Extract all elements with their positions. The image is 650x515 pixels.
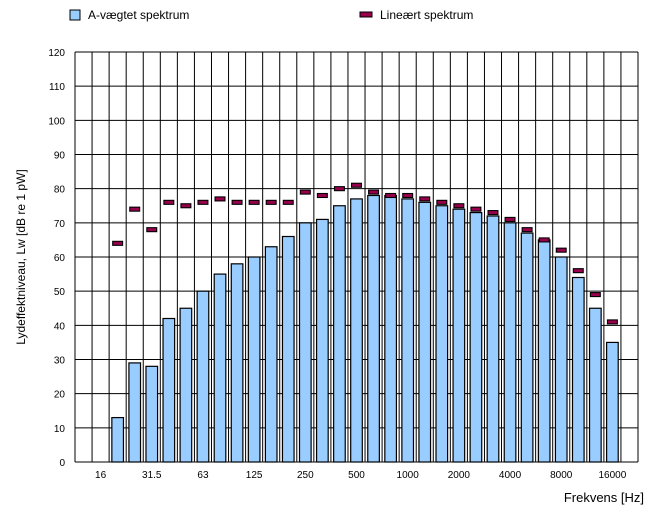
bar — [486, 215, 500, 463]
line-marker — [333, 186, 345, 192]
bar — [315, 218, 329, 463]
bar — [333, 205, 346, 463]
y-tick-label: 20 — [54, 390, 66, 401]
bar — [554, 256, 568, 463]
x-tick-label: 1000 — [397, 470, 420, 481]
bar — [213, 273, 227, 463]
line-marker — [453, 203, 465, 209]
bar — [367, 194, 380, 463]
y-tick-label: 70 — [54, 219, 66, 230]
line-marker — [572, 268, 584, 274]
bar — [247, 256, 261, 463]
x-tick-label: 16000 — [599, 470, 627, 481]
line-marker — [146, 227, 158, 233]
bar — [264, 246, 278, 463]
line-marker — [231, 199, 243, 205]
bar — [350, 198, 363, 463]
y-tick-label: 60 — [54, 253, 66, 264]
bar — [179, 307, 193, 463]
x-tick-label: 31.5 — [142, 470, 162, 481]
bar — [537, 239, 551, 463]
bar — [606, 341, 619, 463]
bar — [298, 222, 312, 463]
x-tick-label: 4000 — [499, 470, 522, 481]
line-marker — [470, 206, 482, 212]
bar — [452, 208, 466, 463]
bar — [503, 222, 517, 463]
line-marker — [436, 199, 448, 205]
line-marker — [316, 192, 328, 199]
x-tick-label: 125 — [246, 470, 263, 481]
bar — [469, 211, 483, 463]
line-marker — [521, 227, 533, 233]
bar — [230, 263, 244, 463]
y-tick-label: 30 — [54, 356, 66, 367]
x-tick-label: 500 — [348, 470, 365, 481]
y-tick-label: 0 — [59, 458, 65, 469]
line-marker — [487, 210, 499, 216]
x-axis-title: Frekvens [Hz] — [564, 490, 644, 505]
line-marker — [606, 319, 618, 325]
y-tick-label: 10 — [54, 424, 66, 435]
x-tick-label: 8000 — [550, 470, 573, 481]
line-marker — [555, 247, 567, 253]
x-tick-label: 16 — [95, 470, 107, 481]
y-tick-label: 120 — [48, 48, 65, 59]
line-marker — [299, 189, 311, 195]
bar — [111, 416, 125, 463]
line-marker — [180, 203, 192, 209]
bar — [401, 198, 415, 463]
line-marker — [419, 196, 431, 202]
line-marker — [538, 237, 550, 243]
y-tick-label: 40 — [54, 321, 66, 332]
bar — [520, 232, 534, 463]
line-marker — [248, 199, 260, 205]
line-marker — [282, 199, 294, 205]
bar — [145, 365, 159, 463]
line-marker — [265, 199, 277, 205]
bar — [588, 307, 602, 463]
bar — [128, 362, 142, 463]
y-tick-label: 90 — [54, 151, 66, 162]
line-marker — [351, 182, 362, 188]
legend-swatch-marker — [359, 11, 373, 18]
line-marker — [197, 199, 209, 205]
legend-label-bar: A-vægtet spektrum — [88, 8, 189, 22]
y-tick-label: 50 — [54, 287, 66, 298]
y-axis-title: Lydeffektniveau, Lw [dB re 1 pW] — [14, 169, 28, 344]
legend-label-marker: Lineært spektrum — [380, 8, 473, 22]
x-tick-label: 63 — [197, 470, 209, 481]
bar — [196, 290, 210, 463]
line-marker — [112, 240, 124, 246]
line-marker — [589, 292, 601, 298]
line-marker — [504, 216, 516, 222]
line-marker — [214, 196, 226, 202]
x-tick-label: 250 — [297, 470, 314, 481]
line-marker — [129, 206, 141, 212]
line-marker — [385, 192, 397, 199]
bar — [571, 276, 585, 463]
legend-swatch-bar — [69, 9, 81, 21]
y-tick-label: 100 — [48, 116, 65, 127]
bar — [418, 201, 432, 463]
line-marker — [368, 189, 380, 195]
bar — [384, 194, 398, 463]
y-tick-label: 110 — [49, 82, 65, 93]
y-tick-label: 80 — [54, 185, 66, 196]
x-tick-label: 2000 — [448, 470, 471, 481]
line-marker — [402, 192, 414, 199]
bar — [281, 235, 295, 463]
bar — [435, 205, 449, 463]
line-marker — [163, 199, 175, 205]
bar — [162, 317, 176, 463]
